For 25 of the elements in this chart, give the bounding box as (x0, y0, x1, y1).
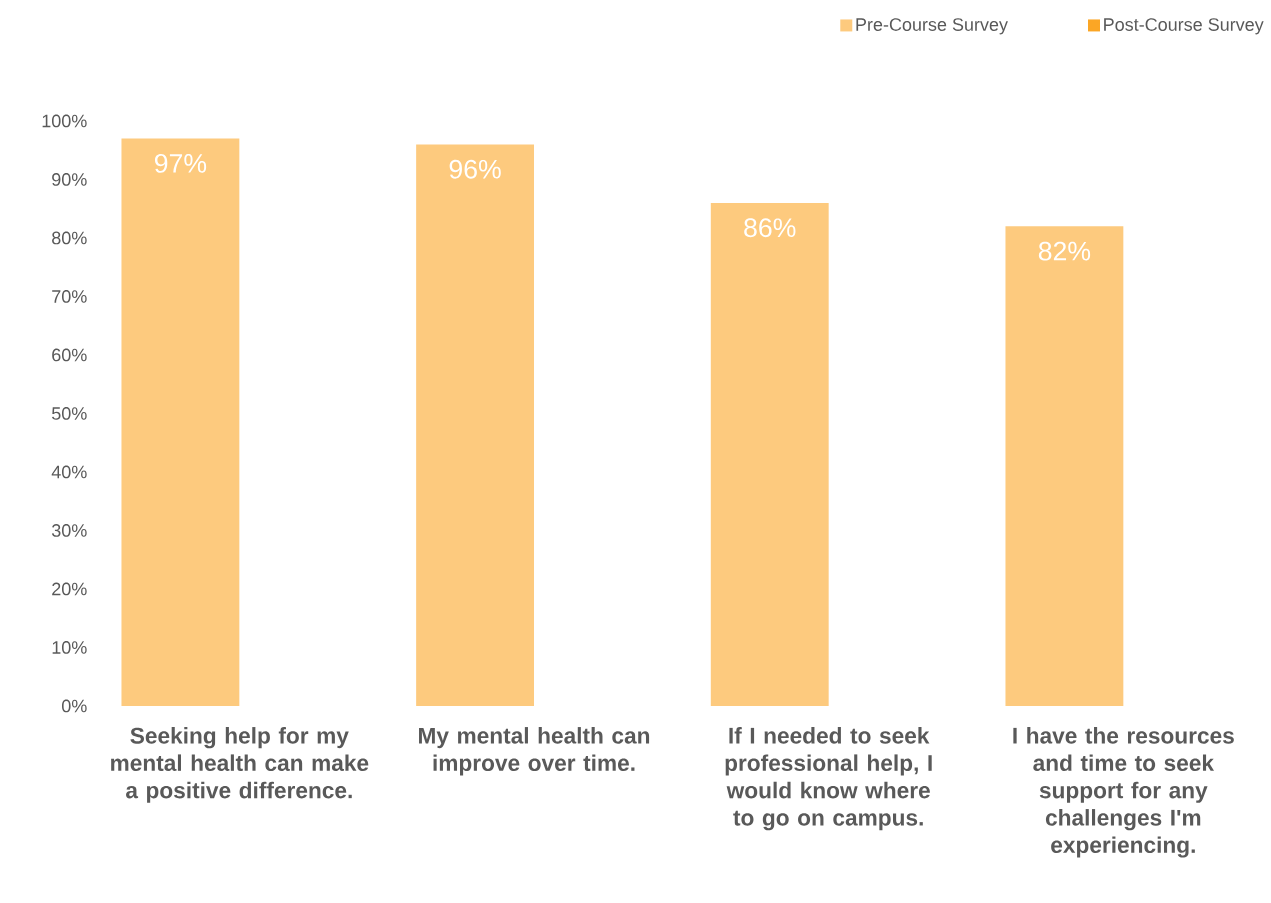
y-tick-label: 0% (61, 699, 87, 713)
y-tick-label: 30% (51, 524, 87, 537)
legend-label: Pre-Course Survey (856, 18, 1008, 35)
data-label: 82% (1038, 241, 1091, 261)
legend-label: Post-Course Survey (1104, 18, 1264, 35)
y-tick-label: 70% (52, 290, 87, 303)
x-tick-label: Seeking help for my mental health can make a positive difference. (111, 727, 369, 803)
x-tick-label: I have the resources and time to seek support for any challenges I'm experiencing. (1013, 727, 1234, 858)
bar (1005, 226, 1124, 706)
y-tick-label: 60% (52, 348, 87, 362)
x-tick-label: My mental health can improve over time. (419, 727, 650, 776)
bar (416, 144, 535, 706)
bar (710, 202, 829, 706)
y-tick-label: 90% (52, 173, 87, 186)
data-label: 96% (449, 159, 501, 179)
data-label: 97% (154, 153, 207, 173)
data-label: 86% (744, 218, 796, 238)
x-tick-label: If I needed to seek professional help, I would know where to go on campus. (725, 727, 932, 831)
y-tick-label: 40% (51, 465, 87, 479)
bar (121, 138, 240, 706)
y-tick-label: 50% (51, 407, 87, 420)
y-tick-label: 80% (52, 231, 87, 245)
y-tick-label: 20% (52, 582, 87, 596)
y-tick-label: 100% (42, 114, 87, 128)
y-tick-label: 10% (52, 641, 87, 654)
